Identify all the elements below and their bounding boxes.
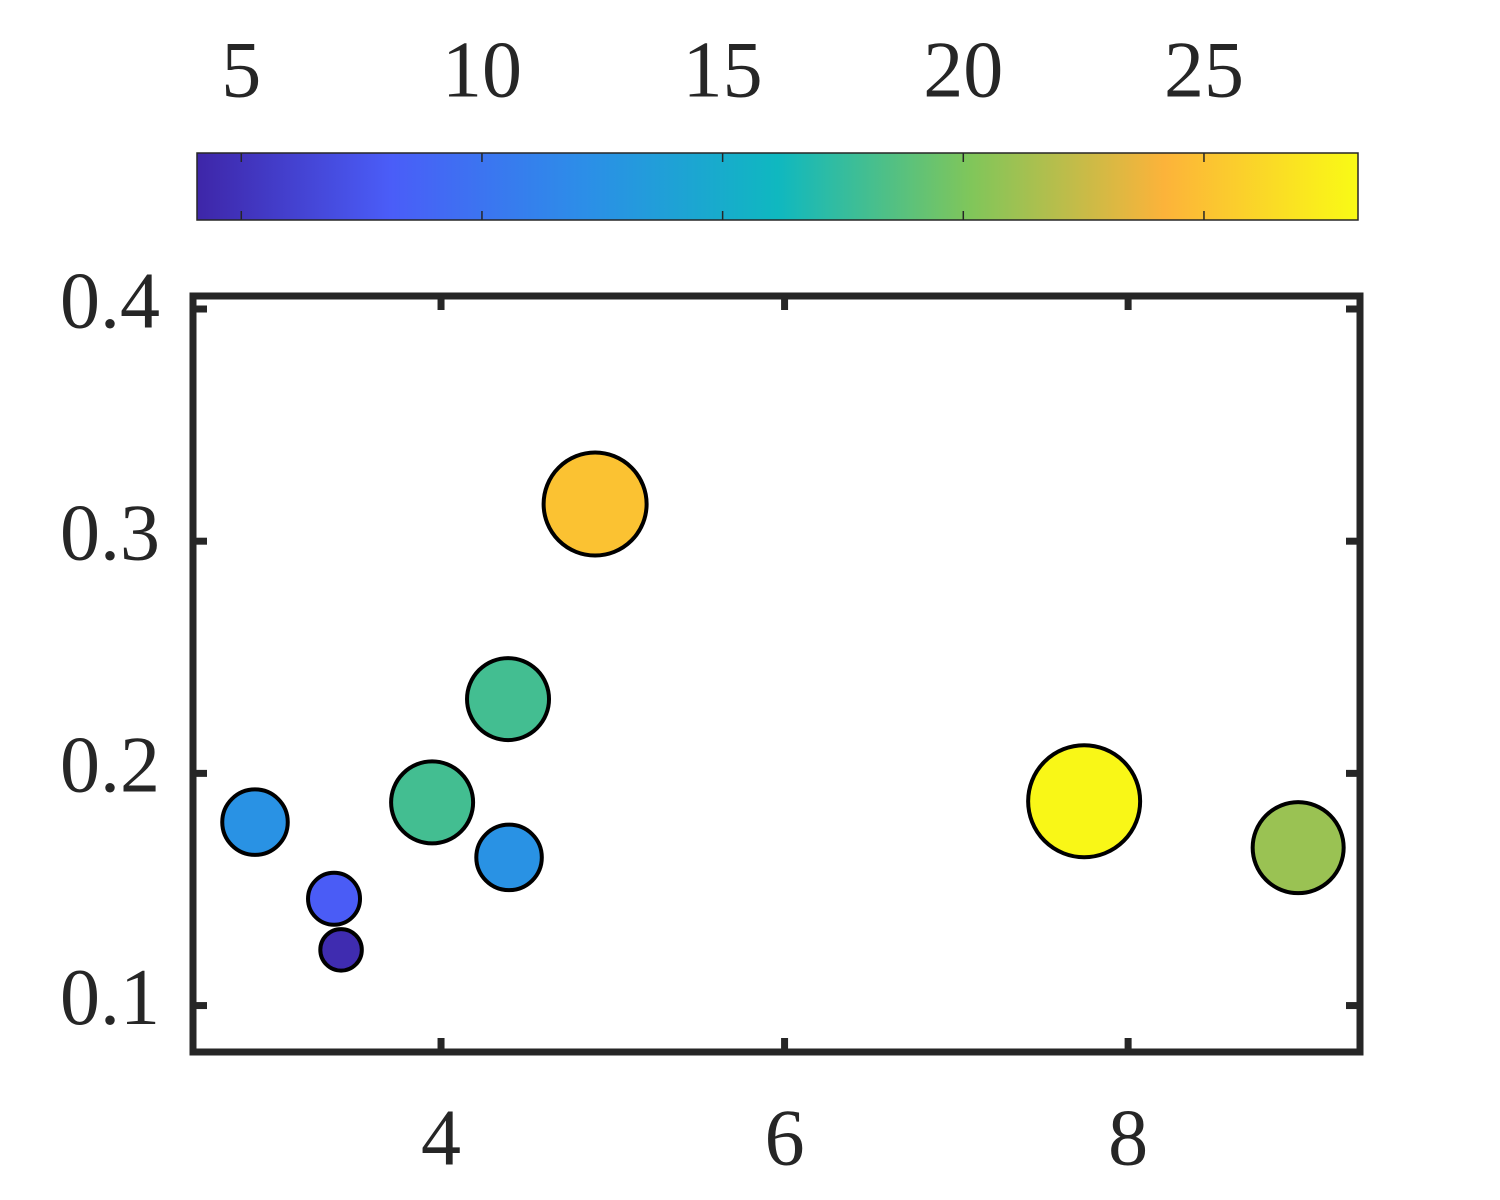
bubble [318,927,364,973]
bubble [306,870,363,927]
plot-frame [189,292,1364,1056]
colorbar-tick-label: 15 [683,26,763,114]
bubble [1250,800,1346,896]
bubble [465,656,552,743]
x-tick-label: 4 [421,1094,461,1182]
colorbar-tick-label: 10 [442,26,522,114]
colorbar-tick-label: 25 [1164,26,1244,114]
colorbar-tick-label: 20 [923,26,1003,114]
colorbar-tick-label: 5 [221,26,261,114]
y-tick-label: 0.3 [60,490,160,578]
bubble [1026,743,1143,860]
y-tick-label: 0.1 [60,954,160,1042]
x-tick-label: 8 [1108,1094,1148,1182]
x-tick-label: 6 [765,1094,805,1182]
colorbar [196,152,1359,221]
bubble [220,787,290,857]
bubble [474,822,544,893]
y-tick-label: 0.2 [60,722,160,810]
bubble [389,759,476,846]
bubble [541,450,649,558]
y-tick-label: 0.4 [60,257,160,345]
